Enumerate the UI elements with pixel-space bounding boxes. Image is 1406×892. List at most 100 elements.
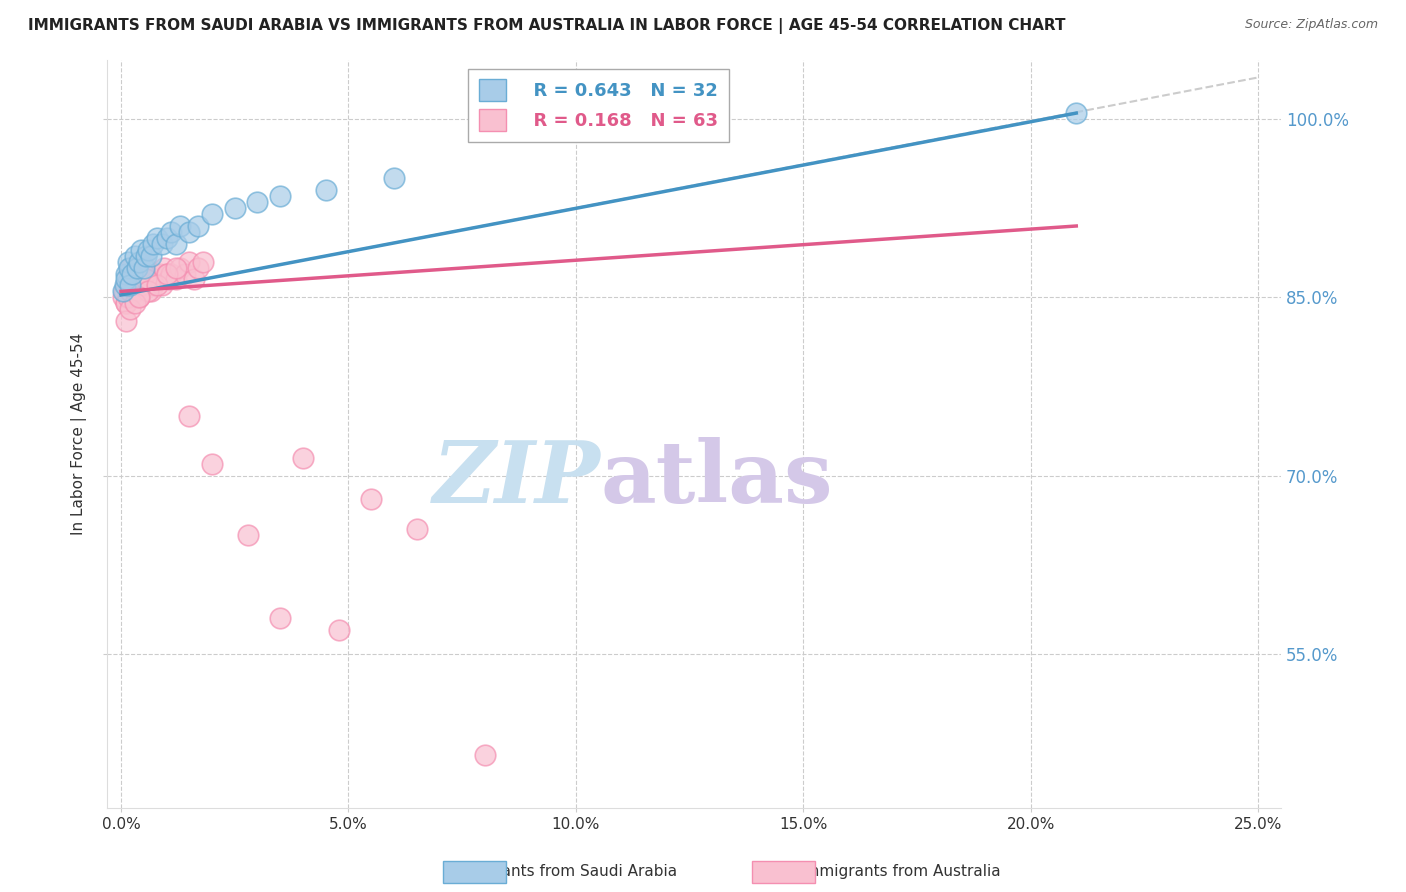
Point: [120, 260, 142, 275]
Point: [155, 267, 177, 281]
Point: [1064, 106, 1087, 120]
Point: [114, 296, 136, 310]
Point: [246, 195, 269, 210]
Point: [153, 260, 176, 275]
Point: [132, 260, 155, 275]
Point: [142, 278, 165, 293]
Point: [114, 278, 136, 293]
Text: Immigrants from Australia: Immigrants from Australia: [800, 863, 1000, 879]
Point: [120, 285, 142, 299]
Point: [191, 254, 214, 268]
Point: [136, 278, 159, 293]
Point: [139, 285, 162, 299]
Point: [124, 296, 146, 310]
Text: Immigrants from Saudi Arabia: Immigrants from Saudi Arabia: [447, 863, 678, 879]
Point: [112, 285, 135, 299]
Point: [146, 231, 169, 245]
Point: [146, 272, 169, 286]
Point: [114, 296, 136, 310]
Point: [143, 267, 166, 281]
Point: [169, 260, 191, 275]
Point: [114, 267, 136, 281]
Point: [160, 225, 183, 239]
Point: [128, 290, 150, 304]
Point: [405, 522, 427, 536]
Point: [135, 272, 157, 286]
Point: [201, 207, 224, 221]
Point: [157, 272, 180, 286]
Point: [131, 243, 153, 257]
Point: [128, 290, 150, 304]
Point: [121, 267, 143, 281]
Text: ZIP: ZIP: [433, 437, 600, 521]
Point: [124, 290, 146, 304]
Point: [120, 278, 142, 293]
Point: [360, 492, 382, 507]
Point: [124, 272, 146, 286]
Point: [132, 267, 155, 281]
Text: Source: ZipAtlas.com: Source: ZipAtlas.com: [1244, 18, 1378, 31]
Point: [125, 267, 148, 281]
Point: [135, 260, 157, 275]
Point: [135, 249, 157, 263]
Point: [201, 457, 224, 471]
Point: [120, 302, 142, 317]
Point: [124, 249, 146, 263]
Point: [224, 201, 246, 215]
Point: [112, 290, 135, 304]
Point: [124, 285, 146, 299]
Point: [165, 236, 187, 251]
Point: [117, 290, 139, 304]
Point: [291, 450, 314, 465]
Point: [136, 243, 159, 257]
Point: [179, 409, 201, 424]
Y-axis label: In Labor Force | Age 45-54: In Labor Force | Age 45-54: [72, 333, 87, 535]
Point: [150, 236, 173, 251]
Point: [131, 278, 153, 293]
Point: [269, 611, 291, 625]
Point: [118, 260, 141, 275]
Point: [115, 272, 138, 286]
Point: [160, 267, 183, 281]
Point: [238, 528, 260, 542]
Point: [382, 171, 405, 186]
Point: [146, 278, 169, 293]
Point: [187, 219, 209, 233]
Point: [139, 249, 162, 263]
Point: [142, 236, 165, 251]
Point: [328, 623, 350, 637]
Point: [155, 231, 177, 245]
Point: [173, 267, 195, 281]
Point: [125, 260, 148, 275]
Point: [169, 219, 191, 233]
Point: [315, 183, 337, 197]
Point: [183, 272, 205, 286]
Point: [132, 272, 155, 286]
Text: IMMIGRANTS FROM SAUDI ARABIA VS IMMIGRANTS FROM AUSTRALIA IN LABOR FORCE | AGE 4: IMMIGRANTS FROM SAUDI ARABIA VS IMMIGRAN…: [28, 18, 1066, 34]
Point: [165, 260, 187, 275]
Point: [117, 285, 139, 299]
Point: [150, 278, 173, 293]
Point: [114, 314, 136, 328]
Point: [474, 747, 496, 762]
Point: [155, 267, 177, 281]
Point: [117, 254, 139, 268]
Point: [179, 225, 201, 239]
Point: [115, 278, 138, 293]
Point: [128, 254, 150, 268]
Point: [269, 189, 291, 203]
Point: [125, 272, 148, 286]
Point: [149, 267, 172, 281]
Point: [118, 267, 141, 281]
Text: atlas: atlas: [600, 437, 832, 521]
Point: [112, 285, 135, 299]
Point: [121, 278, 143, 293]
Point: [179, 254, 201, 268]
Point: [121, 272, 143, 286]
Legend:   R = 0.643   N = 32,   R = 0.168   N = 63: R = 0.643 N = 32, R = 0.168 N = 63: [468, 69, 728, 142]
Point: [187, 260, 209, 275]
Point: [120, 278, 142, 293]
Point: [136, 285, 159, 299]
Point: [127, 272, 149, 286]
Point: [128, 290, 150, 304]
